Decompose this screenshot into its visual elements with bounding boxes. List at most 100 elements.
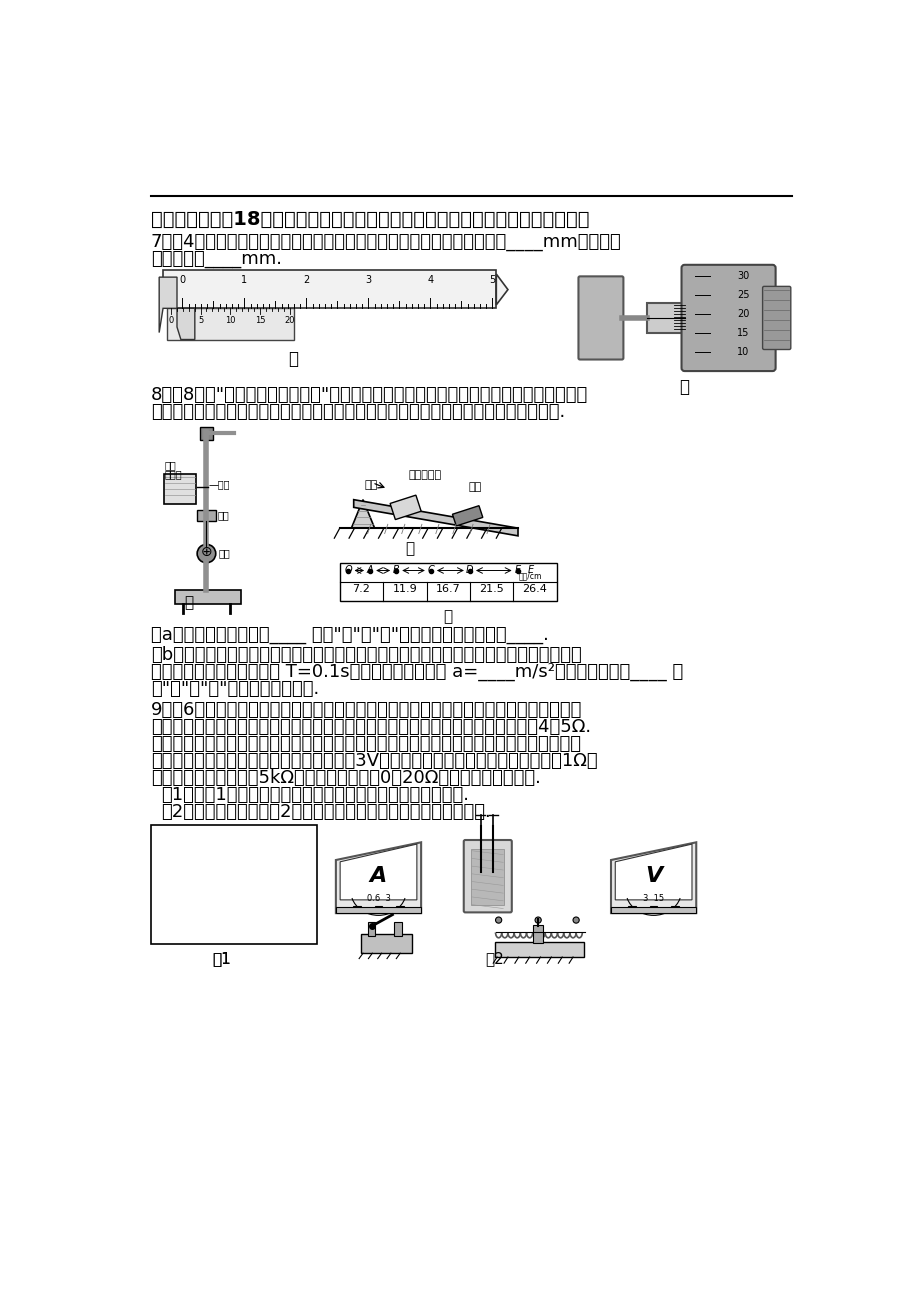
Bar xyxy=(610,907,696,913)
Text: 9．（6分）热敏电阻是传感电路中常用的电子元件．现用伏安法研究热敏电阻在不同温度: 9．（6分）热敏电阻是传感电路中常用的电子元件．现用伏安法研究热敏电阻在不同温度 xyxy=(151,702,582,720)
Text: 11.9: 11.9 xyxy=(392,585,417,594)
Text: 纸带: 纸带 xyxy=(364,479,377,490)
Text: 20: 20 xyxy=(284,316,295,326)
Polygon shape xyxy=(615,844,691,900)
Text: （a）比较这两种方案，____ （填"甲"或"乙"）方案好一些，理由是____.: （a）比较这两种方案，____ （填"甲"或"乙"）方案好一些，理由是____. xyxy=(151,626,548,644)
Text: 图2: 图2 xyxy=(485,950,504,966)
Text: 甲: 甲 xyxy=(184,595,193,611)
Bar xyxy=(393,922,402,936)
Text: （b）图丙所示是该实验中得到的一条纸带，测得每两个计数点间的距离如图所示，已知每: （b）图丙所示是该实验中得到的一条纸带，测得每两个计数点间的距离如图所示，已知每 xyxy=(151,646,581,664)
Bar xyxy=(361,934,412,953)
Bar xyxy=(197,510,216,521)
Text: A: A xyxy=(369,866,387,885)
Bar xyxy=(335,907,421,913)
Circle shape xyxy=(197,544,216,562)
Text: 微器读数为____mm.: 微器读数为____mm. xyxy=(151,250,281,268)
Bar xyxy=(353,906,360,913)
Text: 重锤: 重锤 xyxy=(218,548,230,559)
Text: （1）在图1的方框中画出实验电路图，要求测量误差尽可能小.: （1）在图1的方框中画出实验电路图，要求测量误差尽可能小. xyxy=(162,786,469,805)
Text: 21.5: 21.5 xyxy=(479,585,504,594)
FancyBboxPatch shape xyxy=(762,286,790,349)
Bar xyxy=(628,906,636,913)
Text: 0: 0 xyxy=(179,275,186,285)
Bar xyxy=(176,590,241,604)
FancyBboxPatch shape xyxy=(463,840,511,913)
Text: 0.6  3: 0.6 3 xyxy=(366,893,390,902)
Text: 5: 5 xyxy=(489,275,495,285)
Polygon shape xyxy=(390,495,421,519)
Bar xyxy=(471,849,504,905)
Text: 4: 4 xyxy=(427,275,433,285)
Text: E: E xyxy=(514,565,520,575)
Text: 15: 15 xyxy=(255,316,265,326)
Polygon shape xyxy=(340,844,416,900)
Text: 单位/cm: 单位/cm xyxy=(518,572,542,581)
Text: 图1: 图1 xyxy=(212,950,231,966)
Bar xyxy=(374,906,382,913)
Text: C: C xyxy=(427,565,434,575)
Circle shape xyxy=(495,917,501,923)
Text: 1: 1 xyxy=(241,275,247,285)
Text: 、直流电压表（内阻约5kΩ）、滑动变阻器（0～20Ω）、开关、导线若干.: 、直流电压表（内阻约5kΩ）、滑动变阻器（0～20Ω）、开关、导线若干. xyxy=(151,769,540,788)
Bar xyxy=(339,562,556,602)
Bar xyxy=(649,906,657,913)
Text: 填"甲"或"乙"）实验方案得到的.: 填"甲"或"乙"）实验方案得到的. xyxy=(151,680,319,698)
Bar xyxy=(670,906,678,913)
Bar xyxy=(163,271,495,309)
Text: （2）根据电路图，在图2的实物图上连线（注意电表量程的选择）.: （2）根据电路图，在图2的实物图上连线（注意电表量程的选择）. xyxy=(162,803,491,822)
Text: 甲: 甲 xyxy=(288,350,298,368)
Text: 乙: 乙 xyxy=(679,378,689,396)
Text: ⊕: ⊕ xyxy=(200,546,212,559)
Text: 26.4: 26.4 xyxy=(522,585,547,594)
Text: 计时器: 计时器 xyxy=(165,470,182,479)
Bar xyxy=(200,427,212,440)
Text: 20: 20 xyxy=(736,309,749,319)
Text: O: O xyxy=(345,565,352,575)
Text: 夹子: 夹子 xyxy=(217,510,229,519)
Text: 丙: 丙 xyxy=(443,609,452,624)
Text: V: V xyxy=(644,866,662,885)
Text: 二、实验题（共18分．把答案写在答题卡中指定的答题处，不要求写出演算过程）: 二、实验题（共18分．把答案写在答题卡中指定的答题处，不要求写出演算过程） xyxy=(151,210,588,229)
Text: 乙: 乙 xyxy=(404,542,414,556)
Bar xyxy=(646,303,684,333)
Text: —纸带: —纸带 xyxy=(209,479,230,490)
Polygon shape xyxy=(495,273,507,305)
Bar xyxy=(395,906,403,913)
Text: 热敏电阻和温度计插入带塞的保温杯中，杯内有一定量的冷水，其它备用的仪表和器具有：: 热敏电阻和温度计插入带塞的保温杯中，杯内有一定量的冷水，其它备用的仪表和器具有： xyxy=(151,736,580,754)
Text: 7．（4分）读出下面图中游标卡尺与螺旋测微器的读数，游标卡尺读数为____mm，螺旋测: 7．（4分）读出下面图中游标卡尺与螺旋测微器的读数，游标卡尺读数为____mm，… xyxy=(151,233,620,251)
Text: 打点计时器: 打点计时器 xyxy=(408,470,441,480)
Bar xyxy=(151,824,317,944)
Text: 8．（8分）"验证机械能守恒定律"的实验可以采用如图所示的甲或乙方案来进行．甲方案: 8．（8分）"验证机械能守恒定律"的实验可以采用如图所示的甲或乙方案来进行．甲方… xyxy=(151,385,587,404)
Circle shape xyxy=(573,917,579,923)
Bar xyxy=(164,474,196,504)
Text: 10: 10 xyxy=(225,316,235,326)
Text: 0: 0 xyxy=(168,316,174,326)
Text: 15: 15 xyxy=(736,328,749,339)
Polygon shape xyxy=(335,842,421,913)
Text: 为用自由落体实验验证机械能守恒定律，乙方案为用斜面小车实验验证机械能守恒定律.: 为用自由落体实验验证机械能守恒定律，乙方案为用斜面小车实验验证机械能守恒定律. xyxy=(151,402,564,421)
Text: 16.7: 16.7 xyxy=(436,585,460,594)
Bar xyxy=(368,922,375,936)
Text: 盛有热水的热水杯（图中未画出）、电源（3V、内阻可忽略）、直流电流表（内阻约1Ω）: 盛有热水的热水杯（图中未画出）、电源（3V、内阻可忽略）、直流电流表（内阻约1Ω… xyxy=(151,753,596,771)
FancyBboxPatch shape xyxy=(578,276,623,359)
Text: 5: 5 xyxy=(198,316,203,326)
Text: 30: 30 xyxy=(736,271,749,281)
Text: 3  15: 3 15 xyxy=(642,893,664,902)
Bar xyxy=(533,924,542,943)
Polygon shape xyxy=(159,277,176,332)
Polygon shape xyxy=(353,500,517,536)
Text: B: B xyxy=(392,565,399,575)
Text: E: E xyxy=(528,565,533,575)
Text: 图1: 图1 xyxy=(212,950,231,966)
Text: 下的伏安特性曲线，要求特性曲线尽可能完整．已知常温下待测热敏电阻的阻值约4～5Ω.: 下的伏安特性曲线，要求特性曲线尽可能完整．已知常温下待测热敏电阻的阻值约4～5Ω… xyxy=(151,719,590,737)
Text: 10: 10 xyxy=(736,346,749,357)
Text: D: D xyxy=(466,565,473,575)
Polygon shape xyxy=(452,505,482,526)
Text: 打点: 打点 xyxy=(165,461,176,470)
Text: 2: 2 xyxy=(303,275,309,285)
Text: A: A xyxy=(367,565,373,575)
Text: 小车: 小车 xyxy=(469,482,482,492)
Polygon shape xyxy=(351,500,374,529)
Circle shape xyxy=(535,917,540,923)
Text: 两个计数点之间的时间间隔 T=0.1s．物体运动的加速度 a=____m/s²；该纸带是采用____ （: 两个计数点之间的时间间隔 T=0.1s．物体运动的加速度 a=____m/s²；… xyxy=(151,663,682,681)
